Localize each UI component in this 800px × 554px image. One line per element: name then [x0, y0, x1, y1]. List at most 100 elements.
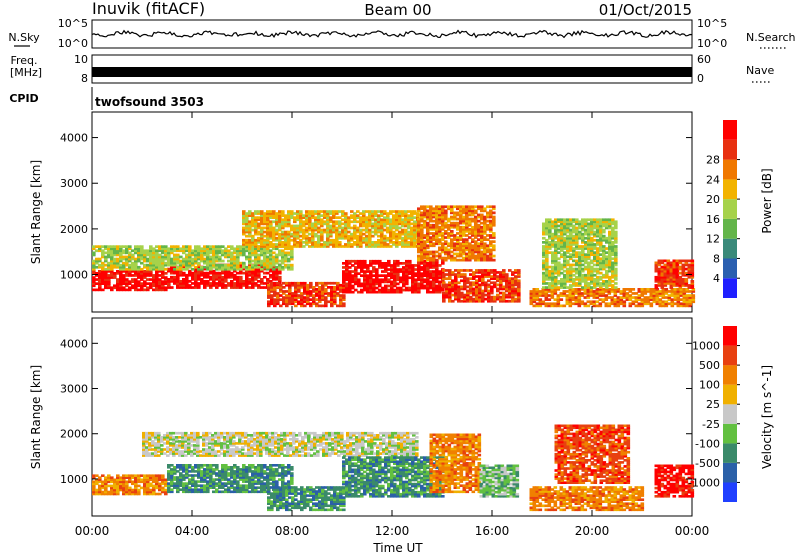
power-cell	[363, 272, 367, 275]
power-cell	[622, 294, 627, 297]
power-cell	[614, 220, 618, 224]
power-cell	[378, 259, 382, 263]
power-cell	[212, 280, 216, 283]
power-cell	[414, 286, 418, 290]
power-colorbar-segment	[723, 258, 737, 279]
power-cell	[538, 292, 543, 295]
power-cell	[345, 286, 349, 290]
power-cell	[206, 284, 210, 287]
power-cell	[197, 286, 201, 289]
power-cell	[687, 275, 692, 279]
power-cell	[390, 286, 394, 290]
power-cell	[426, 280, 430, 284]
power-cell	[672, 280, 677, 283]
power-cell	[278, 275, 282, 279]
power-cell	[457, 291, 461, 295]
power-cell	[660, 265, 665, 269]
power-cell	[348, 288, 352, 292]
power-cell	[200, 271, 204, 275]
power-cell	[330, 292, 334, 295]
power-cell	[239, 282, 243, 285]
power-cell	[685, 296, 690, 299]
power-cell	[637, 304, 642, 308]
power-cell	[155, 286, 159, 290]
power-cell	[676, 302, 681, 306]
power-cell	[399, 290, 403, 294]
power-cell	[454, 287, 458, 291]
power-cell	[448, 269, 452, 272]
power-cell	[616, 298, 621, 301]
power-cell	[209, 271, 213, 275]
power-cell	[672, 284, 677, 287]
power-cell	[670, 300, 675, 304]
power-cell	[463, 293, 467, 297]
power-cell	[511, 289, 515, 293]
power-cell	[493, 271, 497, 274]
power-cell	[188, 280, 192, 283]
power-cell	[95, 265, 99, 269]
power-cell	[122, 270, 126, 273]
power-cell	[348, 276, 352, 280]
power-cell	[372, 288, 376, 292]
power-cell	[263, 275, 267, 279]
power-cell	[158, 274, 162, 277]
power-cell	[655, 300, 660, 304]
power-cell	[487, 299, 491, 303]
power-cell	[666, 259, 671, 263]
power-cell	[675, 284, 680, 287]
power-cell	[492, 232, 496, 235]
power-cell	[598, 290, 603, 293]
power-cell	[535, 288, 540, 291]
power-cell	[155, 284, 159, 288]
power-cell	[140, 245, 144, 248]
power-cell	[372, 259, 376, 263]
power-cell	[125, 282, 129, 285]
power-cell	[303, 290, 307, 293]
power-cell	[134, 280, 138, 283]
power-cell	[646, 296, 651, 299]
power-cell	[393, 262, 397, 265]
power-cell	[681, 273, 686, 277]
power-cell	[381, 270, 385, 273]
power-cell	[652, 294, 657, 297]
power-cell	[101, 263, 105, 267]
power-cell	[101, 267, 105, 271]
power-cell	[426, 272, 430, 275]
power-cell	[125, 274, 129, 277]
power-cell	[318, 290, 322, 293]
power-cell	[451, 289, 455, 293]
power-cell	[535, 298, 540, 301]
power-cell	[357, 284, 361, 288]
power-cell	[669, 275, 674, 279]
power-cell	[354, 270, 358, 273]
power-cell	[666, 271, 671, 275]
power-cell	[571, 298, 576, 301]
power-cell	[273, 281, 277, 285]
power-cell	[164, 278, 168, 281]
power-cell	[568, 300, 573, 304]
power-cell	[681, 278, 686, 281]
power-cell	[690, 261, 695, 265]
power-heatmap	[92, 205, 696, 308]
power-cell	[571, 294, 576, 297]
power-cell	[101, 251, 105, 255]
power-cell	[369, 270, 373, 273]
power-cell	[290, 263, 294, 267]
power-cell	[658, 294, 663, 297]
power-cell	[658, 300, 663, 304]
power-cell	[660, 286, 665, 289]
power-cell	[294, 283, 298, 287]
power-cell	[616, 300, 621, 304]
power-cell	[417, 272, 421, 275]
power-cell	[666, 263, 671, 267]
power-cell	[155, 280, 159, 283]
power-cell	[532, 298, 537, 301]
power-cell	[306, 283, 310, 287]
power-cell	[279, 304, 283, 308]
power-cell	[245, 282, 249, 285]
power-cell	[511, 273, 515, 276]
power-cell	[254, 284, 258, 287]
power-cell	[448, 285, 452, 289]
power-cell	[568, 302, 573, 306]
power-cell	[577, 294, 582, 297]
